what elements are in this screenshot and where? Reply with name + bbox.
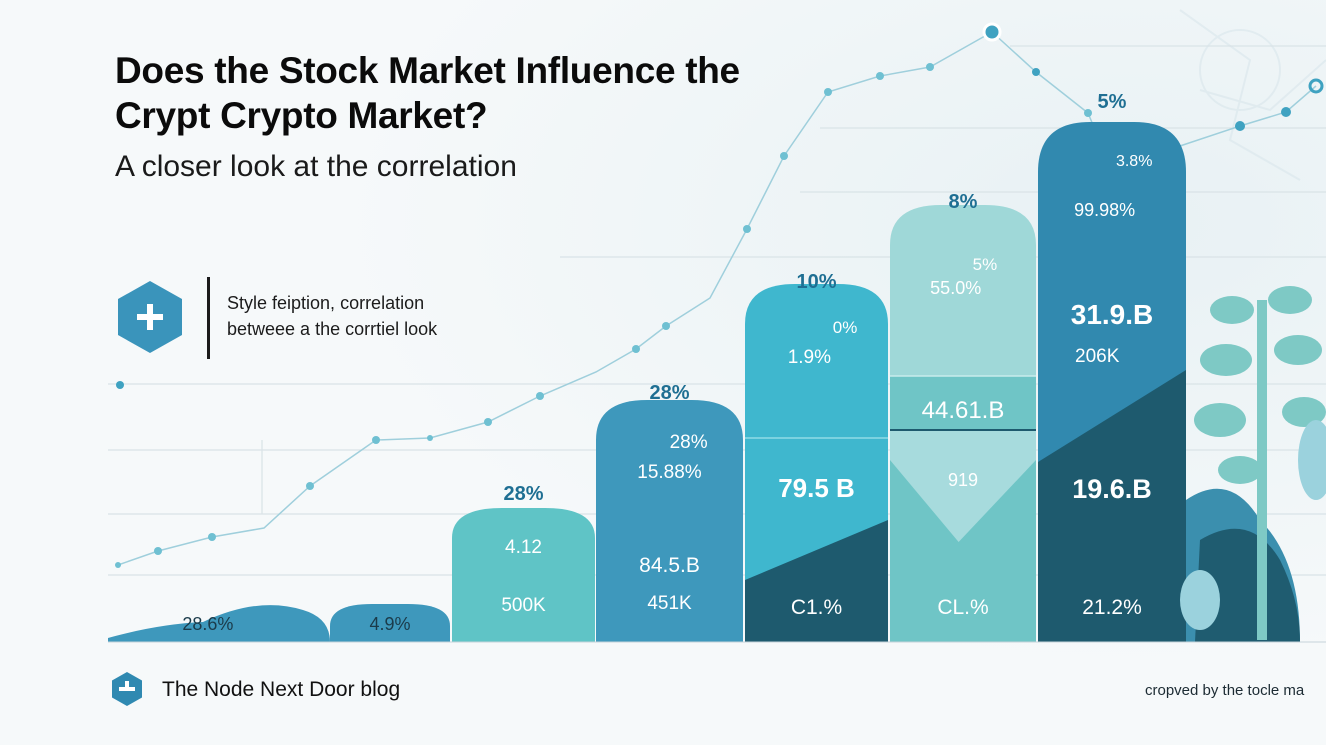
bar-shape-3 bbox=[452, 508, 595, 642]
bar-value-label: 44.61.B bbox=[922, 397, 1005, 424]
bar-value-label: 19.6.B bbox=[1072, 474, 1152, 504]
bar-2: 4.9% bbox=[330, 604, 450, 642]
bar-value-label: 500K bbox=[501, 595, 546, 616]
bar-value-label: 31.9.B bbox=[1071, 299, 1154, 330]
bar-value-label: CL.% bbox=[937, 596, 988, 619]
bar-value-label: 15.88% bbox=[637, 462, 702, 483]
bar-segment bbox=[745, 520, 888, 642]
bar-value-label: 1.9% bbox=[788, 347, 831, 368]
bar-segment bbox=[890, 430, 1036, 542]
page-title: Does the Stock Market Influence the Cryp… bbox=[115, 50, 740, 136]
node-hexagon-icon bbox=[112, 672, 142, 706]
callout-line-1: Style feiption, correlation bbox=[227, 293, 425, 313]
bar-top-label: 10% bbox=[796, 271, 836, 293]
bar-value-label: 5% bbox=[973, 255, 998, 274]
bar-value-label: 3.8% bbox=[1116, 153, 1152, 170]
page-subtitle: A closer look at the correlation bbox=[115, 150, 517, 183]
bar-top-label: 8% bbox=[949, 191, 978, 213]
bar-7: 5% 3.8% 99.98% 31.9.B 206K 19.6.B 21.2% bbox=[1038, 91, 1186, 642]
bar-value-label: 28% bbox=[670, 432, 708, 453]
bar-value-label: 0% bbox=[833, 318, 858, 337]
bar-value-label: 79.5 B bbox=[778, 473, 855, 503]
foliage-decoration bbox=[1180, 286, 1326, 642]
bar-top-label: 28% bbox=[649, 382, 689, 404]
bar-value-label: 206K bbox=[1075, 346, 1120, 367]
bar-shape-2 bbox=[330, 604, 450, 642]
bar-1: 28.6% bbox=[108, 605, 330, 642]
callout-line-2: betweee a the corrtiel look bbox=[227, 319, 438, 339]
bar-top-label: 28% bbox=[503, 483, 543, 505]
bar-value-label: 21.2% bbox=[1082, 596, 1142, 619]
footer-brand: The Node Next Door blog bbox=[162, 678, 401, 701]
bar-6: 8% 5% 55.0% 44.61.B 919 CL.% bbox=[890, 191, 1036, 642]
callout-divider bbox=[207, 277, 210, 359]
bar-value-label: 28.6% bbox=[182, 614, 233, 634]
bars-group: 28.6% 4.9% 28% 4.12 500K 28% 28% 15.88% 84.5.B 45… bbox=[108, 91, 1186, 642]
bar-segment bbox=[1038, 370, 1186, 642]
footer-credit: cropved by the tocle ma bbox=[1145, 682, 1305, 699]
bar-5: 10% 0%1.9% 79.5 B C1.% bbox=[745, 271, 888, 642]
callout-text: Style feiption, correlation betweee a th… bbox=[227, 290, 437, 342]
plus-hexagon-icon bbox=[118, 281, 182, 353]
bar-3: 28% 4.12 500K bbox=[452, 483, 595, 642]
bar-4: 28% 28% 15.88% 84.5.B 451K bbox=[596, 382, 743, 642]
bar-value-label: 99.98% bbox=[1074, 200, 1135, 220]
bar-value-label: 84.5.B bbox=[639, 554, 700, 577]
bar-shape-4 bbox=[596, 400, 743, 642]
bar-value-label: 451K bbox=[647, 593, 692, 614]
bar-value-label: 4.12 bbox=[505, 537, 542, 558]
bar-value-label: C1.% bbox=[791, 596, 842, 619]
bar-value-label: 55.0% bbox=[930, 278, 981, 298]
bar-shape-1 bbox=[108, 605, 330, 642]
background-decoration bbox=[1179, 9, 1326, 181]
bar-top-label: 5% bbox=[1098, 91, 1127, 113]
bar-value-label: 919 bbox=[948, 470, 978, 490]
bar-value-label: 4.9% bbox=[369, 614, 410, 634]
